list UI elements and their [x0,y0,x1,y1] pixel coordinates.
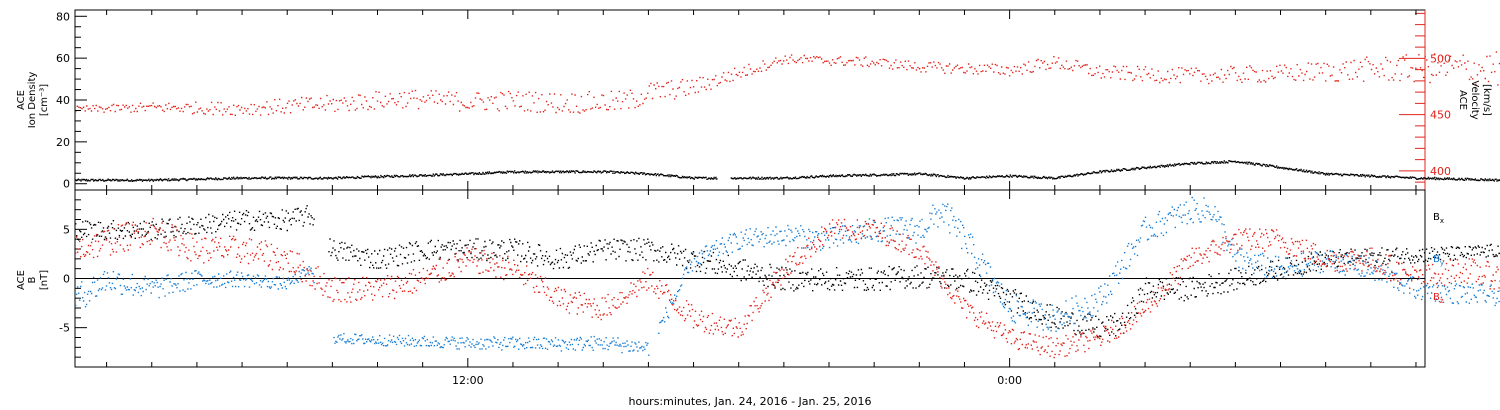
top-series-black [75,160,1500,182]
bottom-time-ticks [106,190,1417,367]
velocity-label-line1: ACE [1457,90,1468,110]
velocity-tick-label: 500 [1430,52,1451,65]
density-label-line3: [cm⁻³] [39,84,50,116]
velocity-tick-label: 450 [1430,109,1451,122]
density-label-line2: Ion Density [27,72,38,129]
field-legend: Bx By Bz [1433,212,1444,305]
top-panel: 0 20 40 60 80 400 450 500 ACE Ion Density [cm⁻… [16,9,1500,191]
velocity-label-line3: [km/s] [1481,84,1492,116]
density-label-line1: ACE [16,90,27,110]
top-time-ticks [106,10,1417,190]
velocity-label-line2: Velocity [1469,80,1480,119]
time-tick-label: 12:00 [452,374,484,387]
bottom-points-Bx [75,205,1500,338]
legend-by: By [1433,254,1444,267]
density-tick-label: 0 [63,178,70,191]
bottom-series-Bz [75,217,1500,359]
legend-bz: Bz [1433,292,1444,305]
density-axis-ticks: 0 20 40 60 80 [56,10,87,191]
density-tick-label: 60 [56,52,70,65]
top-points-black [75,160,1500,182]
bottom-points-Bz [75,217,1500,359]
top-points-red [75,51,1500,116]
time-tick-labels: 12:000:0012:00 [452,374,1022,387]
field-label-line3: [nT] [39,270,50,290]
field-tick-label: 5 [63,223,70,236]
x-axis-label: hours:minutes, Jan. 24, 2016 - Jan. 25, … [629,395,872,408]
velocity-tick-label: 400 [1430,165,1451,178]
density-tick-label: 20 [56,136,70,149]
top-series-group [75,51,1500,182]
field-label-line2: B [27,276,38,283]
density-tick-label: 40 [56,94,70,107]
bottom-series-Bx [75,205,1500,338]
field-axis-ticks: -5 0 5 [59,199,87,358]
field-tick-label: -5 [59,322,70,335]
time-tick-label: 0:00 [997,374,1022,387]
top-series-red [75,51,1500,116]
field-tick-label: 0 [63,273,70,286]
field-label-line1: ACE [16,270,27,290]
velocity-axis-ticks: 400 450 500 [1399,10,1451,190]
legend-bx: Bx [1433,212,1444,225]
bottom-panel: -5 0 5 ACE B [nT] Bx By Bz [16,189,1500,368]
bottom-series-group [75,196,1500,359]
density-tick-label: 80 [56,10,70,23]
